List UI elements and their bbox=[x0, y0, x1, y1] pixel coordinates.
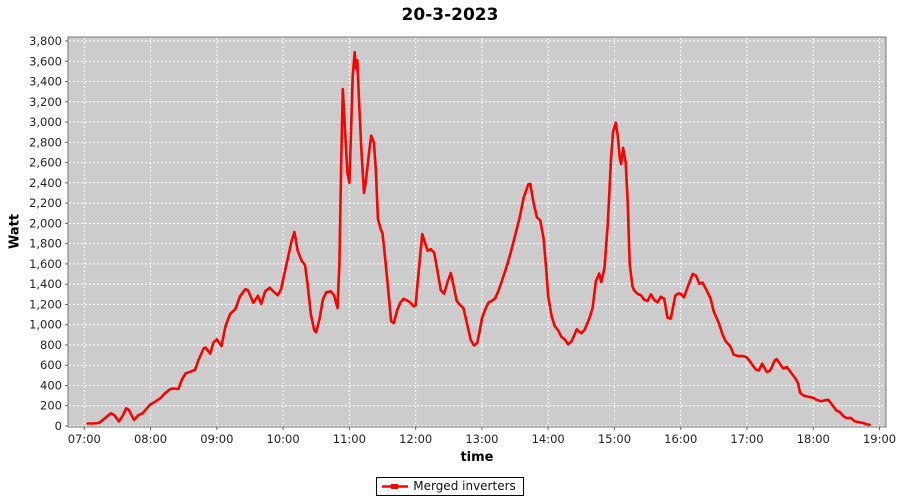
svg-text:2,800: 2,800 bbox=[29, 135, 62, 149]
svg-text:13:00: 13:00 bbox=[465, 432, 498, 446]
svg-text:2,600: 2,600 bbox=[29, 156, 62, 170]
x-axis-title: time bbox=[460, 450, 494, 465]
svg-text:1,200: 1,200 bbox=[29, 297, 62, 311]
svg-text:16:00: 16:00 bbox=[664, 432, 697, 446]
svg-text:09:00: 09:00 bbox=[200, 432, 233, 446]
svg-text:800: 800 bbox=[40, 338, 62, 352]
svg-text:3,800: 3,800 bbox=[29, 34, 62, 48]
legend-label: Merged inverters bbox=[413, 479, 516, 493]
svg-text:11:00: 11:00 bbox=[333, 432, 366, 446]
svg-text:1,800: 1,800 bbox=[29, 237, 62, 251]
legend: Merged inverters bbox=[0, 477, 900, 496]
svg-text:08:00: 08:00 bbox=[134, 432, 167, 446]
svg-text:400: 400 bbox=[40, 378, 62, 392]
svg-text:200: 200 bbox=[40, 399, 62, 413]
svg-text:2,200: 2,200 bbox=[29, 196, 62, 210]
svg-text:600: 600 bbox=[40, 358, 62, 372]
svg-text:3,600: 3,600 bbox=[29, 54, 62, 68]
svg-text:3,000: 3,000 bbox=[29, 115, 62, 129]
svg-text:3,200: 3,200 bbox=[29, 95, 62, 109]
svg-text:3,400: 3,400 bbox=[29, 75, 62, 89]
svg-text:14:00: 14:00 bbox=[532, 432, 565, 446]
svg-text:1,000: 1,000 bbox=[29, 318, 62, 332]
svg-text:18:00: 18:00 bbox=[797, 432, 830, 446]
svg-text:07:00: 07:00 bbox=[68, 432, 101, 446]
chart-title: 20-3-2023 bbox=[401, 5, 499, 25]
legend-box: Merged inverters bbox=[376, 477, 524, 496]
svg-text:2,400: 2,400 bbox=[29, 176, 62, 190]
svg-text:0: 0 bbox=[55, 419, 62, 433]
svg-text:12:00: 12:00 bbox=[399, 432, 432, 446]
svg-text:10:00: 10:00 bbox=[267, 432, 300, 446]
legend-line-icon bbox=[382, 483, 409, 489]
svg-text:1,600: 1,600 bbox=[29, 257, 62, 271]
svg-text:19:00: 19:00 bbox=[863, 432, 896, 446]
svg-text:1,400: 1,400 bbox=[29, 277, 62, 291]
svg-text:15:00: 15:00 bbox=[598, 432, 631, 446]
svg-text:17:00: 17:00 bbox=[730, 432, 763, 446]
svg-text:2,000: 2,000 bbox=[29, 216, 62, 230]
